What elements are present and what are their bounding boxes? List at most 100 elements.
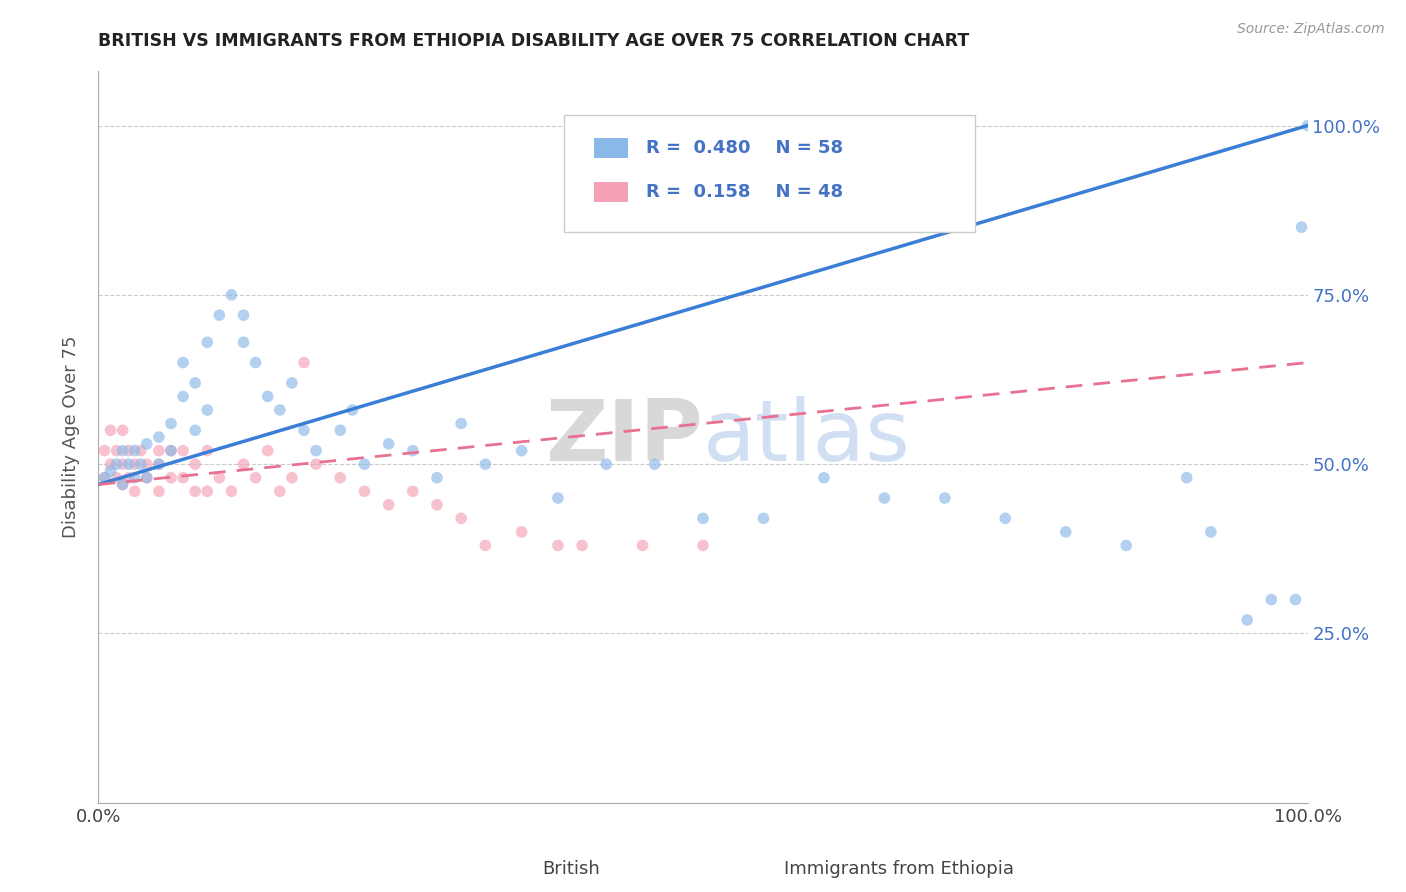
Text: R =  0.480    N = 58: R = 0.480 N = 58 <box>647 139 844 157</box>
Point <box>148 484 170 499</box>
Point <box>129 457 152 471</box>
Point <box>269 403 291 417</box>
Point <box>195 484 218 499</box>
Point <box>93 471 115 485</box>
Point <box>281 376 304 390</box>
Text: British: British <box>543 861 600 879</box>
Point <box>1260 592 1282 607</box>
Point <box>232 457 254 471</box>
Point <box>232 335 254 350</box>
Point <box>692 538 714 552</box>
Point <box>129 443 152 458</box>
Point <box>245 355 267 369</box>
Point <box>111 443 134 458</box>
Point <box>644 457 666 471</box>
FancyBboxPatch shape <box>503 859 537 880</box>
Point <box>377 498 399 512</box>
Point <box>160 471 183 485</box>
Point <box>100 457 122 471</box>
Point <box>124 471 146 485</box>
Point <box>184 423 207 437</box>
Point <box>377 437 399 451</box>
FancyBboxPatch shape <box>595 182 628 202</box>
Point <box>873 491 896 505</box>
Point <box>292 355 315 369</box>
Point <box>571 538 593 552</box>
Point <box>631 538 654 552</box>
Text: ZIP: ZIP <box>546 395 703 479</box>
Point <box>1175 471 1198 485</box>
Point <box>195 403 218 417</box>
Text: Source: ZipAtlas.com: Source: ZipAtlas.com <box>1237 22 1385 37</box>
Text: atlas: atlas <box>703 395 911 479</box>
Text: R =  0.158    N = 48: R = 0.158 N = 48 <box>647 183 844 201</box>
Point <box>184 484 207 499</box>
Point <box>135 471 157 485</box>
Point <box>994 511 1017 525</box>
Point <box>292 423 315 437</box>
Point <box>474 538 496 552</box>
Text: BRITISH VS IMMIGRANTS FROM ETHIOPIA DISABILITY AGE OVER 75 CORRELATION CHART: BRITISH VS IMMIGRANTS FROM ETHIOPIA DISA… <box>98 32 970 50</box>
Point <box>305 457 328 471</box>
Point <box>256 389 278 403</box>
FancyBboxPatch shape <box>595 138 628 159</box>
Text: Immigrants from Ethiopia: Immigrants from Ethiopia <box>785 861 1014 879</box>
Point <box>426 471 449 485</box>
Point <box>172 443 194 458</box>
Point <box>281 471 304 485</box>
Point <box>118 457 141 471</box>
Point <box>547 491 569 505</box>
Point <box>105 457 128 471</box>
Point <box>510 524 533 539</box>
Point <box>256 443 278 458</box>
Point <box>172 471 194 485</box>
Point <box>148 457 170 471</box>
Point <box>1199 524 1222 539</box>
Point <box>1115 538 1137 552</box>
Point <box>353 457 375 471</box>
Point <box>160 443 183 458</box>
Point <box>547 538 569 552</box>
Point <box>595 457 617 471</box>
Point <box>100 464 122 478</box>
Point <box>135 457 157 471</box>
FancyBboxPatch shape <box>745 859 779 880</box>
Point <box>353 484 375 499</box>
Point <box>208 471 231 485</box>
Point <box>135 471 157 485</box>
Point <box>1296 119 1319 133</box>
Point <box>93 471 115 485</box>
Point <box>160 443 183 458</box>
Point <box>1054 524 1077 539</box>
Point <box>124 443 146 458</box>
Point <box>221 484 243 499</box>
Point <box>474 457 496 471</box>
Point <box>184 457 207 471</box>
Point <box>329 471 352 485</box>
Point <box>269 484 291 499</box>
Point <box>208 308 231 322</box>
Point <box>195 443 218 458</box>
Point <box>450 417 472 431</box>
Point <box>105 443 128 458</box>
FancyBboxPatch shape <box>564 115 976 232</box>
Point <box>245 471 267 485</box>
Point <box>105 471 128 485</box>
Point <box>124 457 146 471</box>
Point <box>135 437 157 451</box>
Point <box>111 423 134 437</box>
Point <box>1284 592 1306 607</box>
Point <box>510 443 533 458</box>
Point <box>172 389 194 403</box>
Point <box>342 403 364 417</box>
Point <box>934 491 956 505</box>
Point <box>813 471 835 485</box>
Point <box>172 355 194 369</box>
Point <box>100 423 122 437</box>
Point <box>111 477 134 491</box>
Point <box>450 511 472 525</box>
Point <box>93 443 115 458</box>
Point <box>118 471 141 485</box>
Point <box>752 511 775 525</box>
Point <box>221 288 243 302</box>
